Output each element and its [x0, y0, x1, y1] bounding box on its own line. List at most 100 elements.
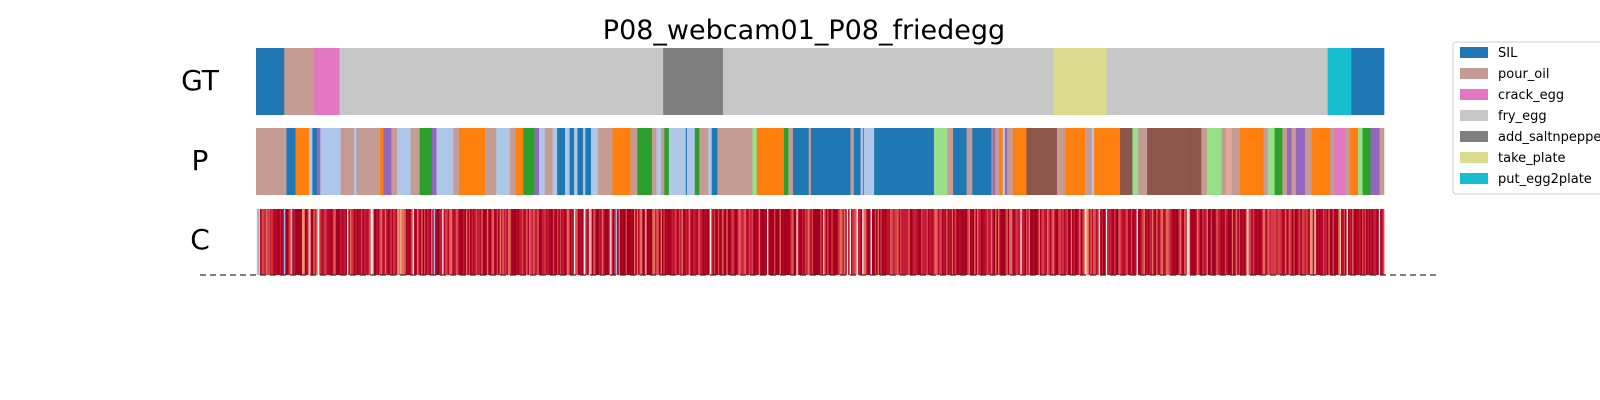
row-label-gt: GT	[181, 64, 220, 97]
confidence-stripe	[1363, 209, 1365, 275]
confidence-stripe	[1122, 209, 1124, 275]
confidence-stripe	[1206, 209, 1208, 275]
confidence-stripe	[757, 209, 759, 275]
confidence-stripe	[405, 209, 408, 275]
confidence-stripe	[1107, 209, 1109, 275]
confidence-stripe	[750, 209, 752, 275]
pred-segment	[1064, 128, 1086, 195]
confidence-stripe	[1373, 209, 1375, 275]
pred-segment	[1282, 128, 1288, 195]
confidence-stripe	[712, 209, 714, 275]
legend-label: put_egg2plate	[1498, 172, 1592, 187]
pred-segment	[453, 128, 460, 195]
confidence-stripe	[671, 209, 674, 275]
pred-segment	[743, 128, 750, 195]
confidence-stripe	[1056, 209, 1059, 275]
confidence-stripe	[552, 209, 555, 275]
confidence-stripe	[356, 209, 359, 275]
confidence-stripe	[260, 209, 262, 275]
confidence-stripe	[389, 209, 391, 275]
confidence-stripe	[883, 209, 885, 275]
confidence-stripe	[846, 209, 849, 275]
confidence-stripe	[300, 209, 303, 275]
confidence-stripe	[354, 209, 356, 275]
confidence-stripe	[684, 209, 686, 275]
confidence-stripe	[561, 209, 563, 275]
confidence-stripe	[929, 209, 931, 275]
confidence-stripe	[512, 209, 514, 275]
confidence-stripe	[1086, 209, 1088, 275]
confidence-stripe	[527, 209, 529, 275]
confidence-stripe	[1310, 209, 1312, 275]
confidence-stripe	[769, 209, 772, 275]
confidence-stripe	[1048, 209, 1050, 275]
confidence-stripe	[270, 209, 272, 275]
confidence-stripe	[1185, 209, 1187, 275]
confidence-stripe	[782, 209, 784, 275]
pred-segment	[1305, 128, 1313, 195]
confidence-stripe	[636, 209, 639, 275]
confidence-stripe	[519, 209, 521, 275]
confidence-stripe	[827, 209, 829, 275]
pred-segment	[356, 128, 381, 195]
confidence-stripe	[1257, 209, 1259, 275]
confidence-stripe	[723, 209, 725, 275]
confidence-stripe	[638, 209, 640, 275]
confidence-stripe	[586, 209, 588, 275]
confidence-stripe	[1224, 209, 1227, 275]
confidence-stripe	[1370, 209, 1372, 275]
confidence-stripe	[1307, 209, 1309, 275]
confidence-stripe	[1254, 209, 1256, 275]
pred-segment	[1226, 128, 1233, 195]
confidence-stripe	[1380, 209, 1382, 275]
confidence-stripe	[1248, 209, 1250, 275]
confidence-stripe	[726, 209, 728, 275]
confidence-stripe	[1012, 209, 1014, 275]
confidence-stripe	[463, 209, 465, 275]
confidence-stripe	[793, 209, 795, 275]
confidence-stripe	[1129, 209, 1131, 275]
confidence-stripe	[1346, 209, 1348, 275]
confidence-stripe	[1045, 209, 1047, 275]
legend-swatch	[1460, 152, 1488, 163]
pred-segment	[999, 128, 1004, 195]
confidence-stripe	[809, 209, 811, 275]
confidence-stripe	[1359, 209, 1361, 275]
confidence-stripe	[498, 209, 500, 275]
confidence-stripe	[1170, 209, 1172, 275]
confidence-stripe	[428, 209, 430, 275]
confidence-stripe	[477, 209, 479, 275]
confidence-stripe	[657, 209, 660, 275]
confidence-stripe	[503, 209, 506, 275]
confidence-stripe	[940, 209, 942, 275]
confidence-stripe	[1261, 209, 1263, 275]
confidence-stripe	[1167, 209, 1169, 275]
confidence-stripe	[256, 209, 258, 275]
confidence-stripe	[1317, 209, 1319, 275]
confidence-stripe	[816, 209, 818, 275]
confidence-stripe	[984, 209, 986, 275]
confidence-stripe	[1383, 209, 1385, 275]
confidence-stripe	[986, 209, 989, 275]
pred-segment	[637, 128, 653, 195]
confidence-stripe	[1003, 209, 1005, 275]
confidence-stripe	[502, 209, 504, 275]
confidence-stripe	[1154, 209, 1157, 275]
confidence-stripe	[306, 209, 308, 275]
confidence-stripe	[1161, 209, 1164, 275]
confidence-stripe	[744, 209, 746, 275]
confidence-stripe	[979, 209, 982, 275]
confidence-stripe	[608, 209, 611, 275]
confidence-stripe	[373, 209, 375, 275]
confidence-stripe	[334, 209, 336, 275]
confidence-stripe	[320, 209, 322, 275]
confidence-stripe	[365, 209, 367, 275]
confidence-stripe	[314, 209, 317, 275]
confidence-stripe	[286, 209, 289, 275]
confidence-stripe	[768, 209, 770, 275]
confidence-stripe	[867, 209, 870, 275]
pred-segment	[515, 128, 524, 195]
confidence-stripe	[545, 209, 548, 275]
confidence-stripe	[1348, 209, 1350, 275]
confidence-stripe	[814, 209, 816, 275]
